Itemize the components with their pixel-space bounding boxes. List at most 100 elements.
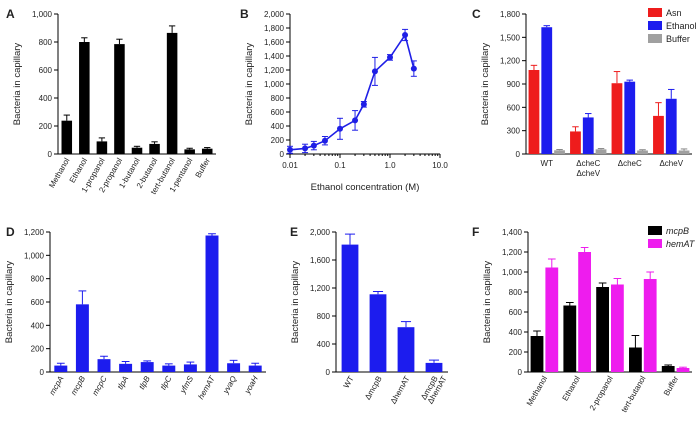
y-tick-label: 1,000 bbox=[24, 251, 45, 260]
bar-hemat bbox=[676, 368, 690, 372]
y-tick-label: 800 bbox=[31, 275, 45, 284]
bar-asn bbox=[611, 83, 623, 154]
data-point bbox=[287, 146, 293, 153]
bar-hemat bbox=[643, 279, 657, 372]
x-tick-label: tlpA bbox=[116, 375, 131, 391]
bar-value bbox=[54, 365, 68, 372]
x-tick-label: yvaQ bbox=[221, 375, 239, 397]
y-tick-label: 200 bbox=[271, 136, 285, 145]
y-tick-label: 600 bbox=[31, 298, 45, 307]
x-tick-label: Methanol bbox=[525, 374, 549, 407]
y-tick-label: 1,200 bbox=[310, 284, 331, 293]
y-tick-label: 1,200 bbox=[24, 228, 45, 237]
data-point bbox=[352, 117, 359, 124]
x-tick-label: 2-propanol bbox=[588, 374, 615, 412]
y-tick-label: 400 bbox=[271, 122, 285, 131]
x-tick-label: Buffer bbox=[662, 374, 681, 397]
y-axis-label: Bacteria in capillary bbox=[290, 261, 301, 344]
bar-value bbox=[75, 304, 89, 372]
y-tick-label: 800 bbox=[271, 94, 285, 103]
x-tick-label: Ethanol bbox=[561, 374, 582, 402]
bar-ethanol bbox=[541, 27, 553, 154]
y-tick-label: 1,400 bbox=[264, 52, 285, 61]
y-tick-label: 1,200 bbox=[264, 66, 285, 75]
bar-value bbox=[61, 120, 73, 154]
y-axis-label: Bacteria in capillary bbox=[482, 261, 493, 344]
bar-value bbox=[166, 32, 178, 154]
x-tick-label: ΔcheV bbox=[659, 159, 683, 168]
x-tick-label: mcpA bbox=[48, 375, 66, 397]
y-tick-label: 600 bbox=[509, 308, 523, 317]
y-tick-label: 800 bbox=[317, 312, 331, 321]
x-tick-label: ΔcheV bbox=[576, 169, 600, 178]
x-tick-label: yoaH bbox=[242, 374, 260, 396]
panel-letter: F bbox=[472, 225, 479, 239]
y-tick-label: 1,000 bbox=[264, 80, 285, 89]
bar-buffer bbox=[637, 150, 648, 154]
x-tick-label: WT bbox=[342, 374, 356, 389]
x-tick-label: hemAT bbox=[196, 374, 217, 401]
legend-label: Buffer bbox=[666, 34, 690, 44]
y-axis-label: Bacteria in capillary bbox=[244, 43, 255, 126]
bar-value bbox=[397, 327, 415, 372]
y-tick-label: 0 bbox=[516, 150, 521, 159]
bar-value bbox=[205, 235, 219, 372]
legend-label: hemAT bbox=[666, 239, 696, 249]
bar-value bbox=[201, 148, 213, 154]
y-tick-label: 300 bbox=[507, 127, 521, 136]
data-point bbox=[337, 125, 343, 132]
y-tick-label: 900 bbox=[507, 80, 521, 89]
x-tick-label: 0.1 bbox=[334, 161, 346, 170]
y-tick-label: 800 bbox=[509, 288, 523, 297]
bar-value bbox=[341, 244, 359, 372]
bar-value bbox=[184, 149, 195, 154]
y-axis-label: Bacteria in capillary bbox=[12, 43, 23, 126]
y-tick-label: 1,000 bbox=[502, 268, 523, 277]
bar-value bbox=[97, 359, 111, 372]
y-axis-label: Bacteria in capillary bbox=[480, 43, 491, 126]
panel-a: A 0 200 400 600 800 1,000 Bacteria in capillary… bbox=[6, 7, 216, 196]
bar-value bbox=[149, 143, 160, 154]
x-tick-label: 0.01 bbox=[282, 161, 298, 170]
panel-e: E 0 400 800 1,200 1,600 2,000 Bacteria in capil… bbox=[290, 225, 449, 405]
x-tick-label: yfmS bbox=[178, 374, 196, 396]
x-tick-label: Methanol bbox=[47, 156, 71, 189]
x-tick-label: mcpC bbox=[90, 374, 108, 397]
bar-value bbox=[425, 362, 443, 372]
data-point bbox=[360, 101, 367, 108]
x-tick-label: ΔcheC bbox=[576, 159, 600, 168]
y-tick-label: 0 bbox=[518, 368, 523, 377]
data-point bbox=[302, 145, 309, 152]
bar-buffer bbox=[595, 149, 607, 154]
y-tick-label: 1,400 bbox=[502, 228, 523, 237]
y-tick-label: 400 bbox=[31, 321, 45, 330]
bar-value bbox=[248, 365, 262, 372]
panel-letter: A bbox=[6, 7, 15, 21]
bar-mcpb bbox=[661, 366, 675, 372]
bar-mcpb bbox=[563, 305, 577, 372]
y-tick-label: 200 bbox=[509, 348, 523, 357]
bar-value bbox=[183, 364, 197, 372]
y-tick-label: 1,200 bbox=[500, 57, 521, 66]
series-line bbox=[289, 33, 415, 151]
y-tick-label: 0 bbox=[40, 368, 45, 377]
bar-value bbox=[162, 365, 176, 372]
y-tick-label: 2,000 bbox=[310, 228, 331, 237]
y-tick-label: 200 bbox=[31, 345, 45, 354]
legend-swatch bbox=[648, 8, 662, 17]
x-tick-label: 10.0 bbox=[432, 161, 448, 170]
y-tick-label: 200 bbox=[39, 122, 53, 131]
bar-buffer bbox=[678, 150, 690, 154]
bar-value bbox=[96, 141, 108, 154]
bar-asn bbox=[528, 70, 540, 154]
bar-value bbox=[140, 362, 154, 372]
panel-letter: E bbox=[290, 225, 298, 239]
panel-d: D 0 200 400 600 800 1,000 1,200 Bacteria in capi… bbox=[4, 225, 266, 401]
panel-c: C 0 300 600 900 1,200 1,500 1,800 Bacteria in ca… bbox=[472, 7, 697, 178]
bar-asn bbox=[653, 115, 664, 154]
y-tick-label: 1,600 bbox=[264, 38, 285, 47]
y-axis-label: Bacteria in capillary bbox=[4, 261, 15, 344]
x-axis-label: Ethanol concentration (M) bbox=[311, 182, 420, 193]
data-point bbox=[410, 65, 417, 72]
